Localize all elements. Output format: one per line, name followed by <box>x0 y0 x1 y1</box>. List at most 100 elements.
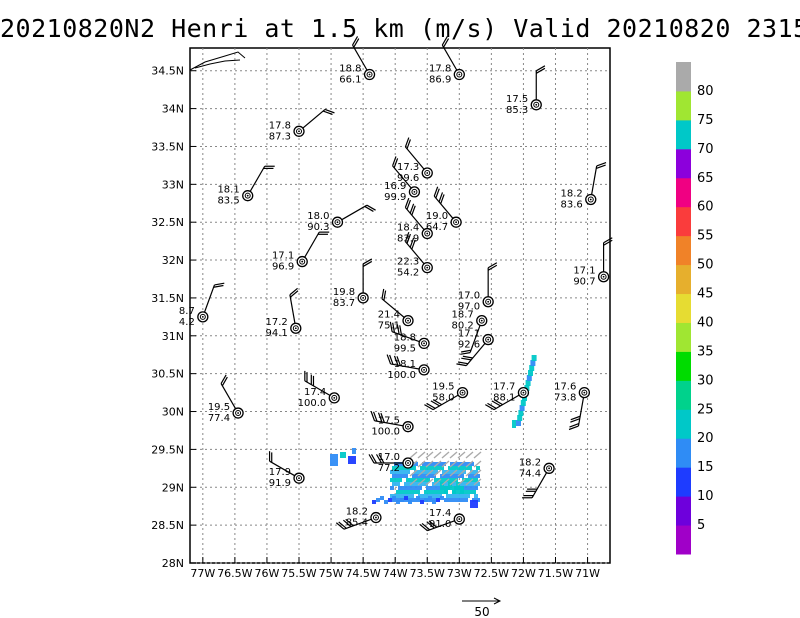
wind-barb-shaft <box>465 339 489 367</box>
shading-cell <box>340 452 346 458</box>
shading-cell <box>412 498 416 502</box>
colorbar-swatch <box>676 467 691 497</box>
wind-barb-shaft <box>269 460 300 479</box>
station-label-top: 17.1 <box>458 329 480 340</box>
shading-cell <box>420 482 424 486</box>
station-label-bottom: 99.9 <box>384 192 406 203</box>
shading-cell <box>456 482 460 490</box>
station-dot <box>336 221 339 224</box>
wind-barb-flag <box>428 520 438 528</box>
shading-cell <box>430 470 434 474</box>
y-axis-ticks: 34.5N 34N 33.5N 33N 32.5N 32N 31.5N 31N 30.5N 30N… <box>151 65 196 570</box>
reference-vector: 50 <box>462 597 502 618</box>
wind-barb-shaft <box>304 380 335 399</box>
shading-cell <box>531 355 537 361</box>
shading-cell <box>466 462 470 466</box>
station-label-top: 18.1 <box>394 359 416 370</box>
shading-cell <box>428 496 432 500</box>
shading-cell <box>444 498 448 502</box>
shading-cell <box>372 500 376 504</box>
station-label-top: 17.0 <box>378 452 400 463</box>
shading-cell <box>464 482 468 486</box>
station-circle-inner <box>424 230 431 237</box>
station-marker: 17.399.6 <box>397 137 433 184</box>
station-label-top: 19.5 <box>432 382 454 393</box>
station-marker: 17.991.9 <box>269 451 305 489</box>
station-label-bottom: 64.7 <box>426 222 448 233</box>
station-label-top: 17.1 <box>573 266 595 277</box>
wind-barb-flag <box>411 239 416 250</box>
wind-barb-flag <box>373 411 378 422</box>
shading-cell <box>406 486 410 490</box>
shading-cell <box>422 470 426 474</box>
wind-barb-flag <box>404 137 410 148</box>
x-tick-label: 75W <box>319 567 344 580</box>
wind-barb-flag <box>364 205 374 212</box>
shading-cell <box>380 496 384 500</box>
shading-cell <box>446 470 450 474</box>
wind-barb-shaft <box>381 298 409 322</box>
colorbar-swatch <box>676 380 691 410</box>
wind-barb-flag <box>535 65 546 72</box>
wind-barb-flag <box>404 231 410 242</box>
shading-cell <box>456 466 460 470</box>
shading-cell <box>330 454 338 466</box>
wind-barb-flag <box>603 237 613 244</box>
shading-cell <box>516 420 521 426</box>
shading-cell <box>424 498 428 502</box>
shading-arrow <box>409 478 418 486</box>
station-label-bottom: 92.6 <box>458 340 480 351</box>
station-dot <box>426 266 429 269</box>
shading-cell <box>424 482 428 486</box>
shading-cell <box>436 498 440 502</box>
shading-cell <box>418 486 422 490</box>
colorbar: 5 10 15 20 25 30 35 40 45 50 55 60 65 70 75 80 <box>676 62 714 555</box>
station-label-top: 18.2 <box>346 507 368 518</box>
shading-arrow <box>449 469 458 477</box>
y-tick-label: 30.5N <box>151 368 184 381</box>
wind-barb-flag <box>432 399 443 406</box>
shading-cell <box>392 466 396 470</box>
shading-cell <box>392 474 396 478</box>
station-label-top: 22.3 <box>397 257 419 268</box>
station-label-top: 16.9 <box>384 181 406 192</box>
station-marker: 17.294.1 <box>266 287 302 339</box>
wind-barb-flag <box>362 258 373 265</box>
station-marker: 22.354.2 <box>397 231 433 279</box>
shading-cell <box>476 482 480 486</box>
shading-arrow <box>441 469 450 477</box>
colorbar-swatch <box>676 525 691 555</box>
shading-cell <box>420 474 424 478</box>
shading-cell <box>530 360 536 366</box>
shading-arrow <box>465 469 474 477</box>
colorbar-swatch <box>676 148 691 179</box>
shading-cell <box>442 478 446 482</box>
shading-cell <box>436 466 440 470</box>
wind-barb-flag <box>322 110 333 116</box>
station-circle-inner <box>296 128 303 135</box>
wind-barb-flag <box>419 523 428 532</box>
station-dot <box>589 198 592 201</box>
shading-cell <box>414 462 418 466</box>
wind-barb-flag <box>380 412 385 423</box>
y-tick-label: 34N <box>162 103 184 116</box>
shading-cell <box>448 466 452 470</box>
shading-cell <box>462 470 466 474</box>
shading-cell <box>432 482 436 486</box>
colorbar-swatch <box>676 496 691 526</box>
shading-arrow <box>417 460 426 468</box>
shading-cell <box>404 482 408 486</box>
station-dot <box>487 300 490 303</box>
shading-cell <box>460 474 464 478</box>
colorbar-label: 5 <box>697 518 705 533</box>
shading-cell <box>402 486 406 490</box>
shading-cell <box>412 490 416 494</box>
station-label-top: 18.8 <box>339 64 361 75</box>
colorbar-label: 75 <box>697 113 714 128</box>
station-dot <box>407 319 409 322</box>
shading-cell <box>390 478 394 482</box>
shading-cell <box>452 482 456 486</box>
station-marker: 17.192.6 <box>456 329 494 367</box>
station-marker: 17.585.3 <box>506 65 546 116</box>
